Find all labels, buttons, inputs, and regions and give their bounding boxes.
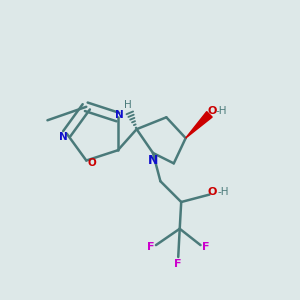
Polygon shape xyxy=(186,112,212,138)
Text: O: O xyxy=(87,158,96,168)
Text: O: O xyxy=(207,106,217,116)
Text: F: F xyxy=(147,242,154,252)
Text: F: F xyxy=(202,242,210,252)
Text: O: O xyxy=(208,187,217,197)
Text: N: N xyxy=(115,110,124,120)
Text: -H: -H xyxy=(218,187,230,197)
Text: N: N xyxy=(59,132,68,142)
Text: F: F xyxy=(175,259,182,269)
Text: -H: -H xyxy=(216,106,227,116)
Text: N: N xyxy=(148,154,158,167)
Text: H: H xyxy=(124,100,132,110)
